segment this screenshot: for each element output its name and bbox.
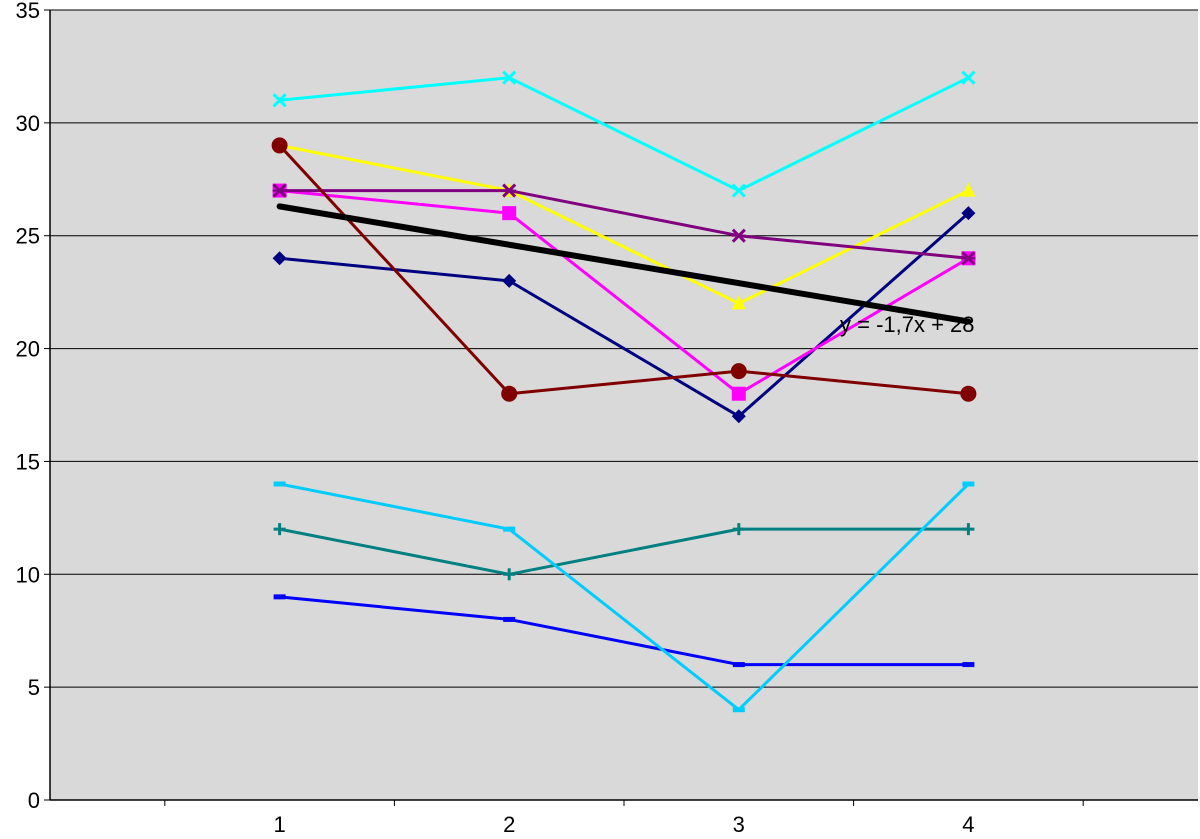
axes: [44, 9, 1198, 806]
trendline-equation: y = -1,7x + 28: [840, 312, 975, 337]
plot-area: [50, 10, 1198, 800]
data-point: [962, 481, 975, 487]
data-point-stroke: [272, 93, 287, 108]
data-point-stroke: [961, 70, 976, 85]
series-line: [279, 76, 970, 193]
data-point: [961, 206, 976, 221]
data-point: [271, 137, 288, 154]
data-point: [502, 206, 517, 221]
data-point: [503, 568, 516, 581]
data-point: [962, 662, 975, 668]
series-7: [273, 523, 975, 581]
y-tick-label: 10: [16, 562, 40, 587]
y-tick-label: 15: [16, 449, 40, 474]
data-point: [731, 295, 746, 310]
x-tick-label: 4: [962, 812, 974, 837]
y-tick-label: 5: [28, 675, 40, 700]
data-point: [731, 183, 746, 198]
data-point: [962, 523, 975, 536]
series-line: [279, 189, 970, 396]
series-line: [279, 527, 969, 576]
data-point: [961, 182, 976, 197]
data-point: [731, 409, 746, 424]
data-point-stroke: [502, 70, 517, 85]
y-tick-label: 20: [16, 337, 40, 362]
data-point: [502, 70, 517, 85]
x-tick-label: 2: [503, 812, 515, 837]
series-8: [273, 594, 975, 668]
series-5: [272, 183, 976, 266]
series-line: [279, 189, 969, 260]
data-point: [732, 662, 745, 668]
data-point: [960, 385, 977, 402]
x-tick-label: 1: [273, 812, 285, 837]
data-point: [503, 616, 516, 622]
gridlines: [50, 9, 1198, 688]
data-point: [730, 363, 747, 380]
data-point: [501, 385, 518, 402]
series-line: [278, 144, 969, 396]
trendline: [276, 203, 972, 325]
y-tick-label: 30: [16, 111, 40, 136]
data-point: [732, 523, 745, 536]
data-point: [272, 93, 287, 108]
y-tick-label: 25: [16, 224, 40, 249]
data-point: [272, 183, 287, 198]
series-9: [273, 481, 975, 713]
data-point-stroke: [731, 183, 746, 198]
data-point: [273, 523, 286, 536]
series-line: [279, 595, 969, 667]
y-tick-label: 35: [16, 0, 40, 23]
data-point: [503, 526, 516, 532]
tick-labels: 0 5 10 15 20 25 30 35 1 2 3 4: [16, 0, 975, 837]
series-6: [271, 137, 977, 402]
data-point: [961, 70, 976, 85]
data-point: [731, 228, 746, 243]
data-series: [271, 70, 977, 713]
x-tick-label: 3: [733, 812, 745, 837]
data-point: [502, 183, 517, 198]
series-4: [272, 70, 976, 198]
data-point: [273, 481, 286, 487]
y-tick-label: 0: [28, 788, 40, 813]
data-point: [732, 707, 745, 713]
data-point: [731, 386, 746, 401]
data-point: [502, 273, 517, 288]
data-point: [273, 594, 286, 600]
trendline-group: y = -1,7x + 28: [276, 203, 975, 337]
series-line: [279, 482, 970, 712]
data-point: [272, 251, 287, 266]
data-point: [961, 251, 976, 266]
